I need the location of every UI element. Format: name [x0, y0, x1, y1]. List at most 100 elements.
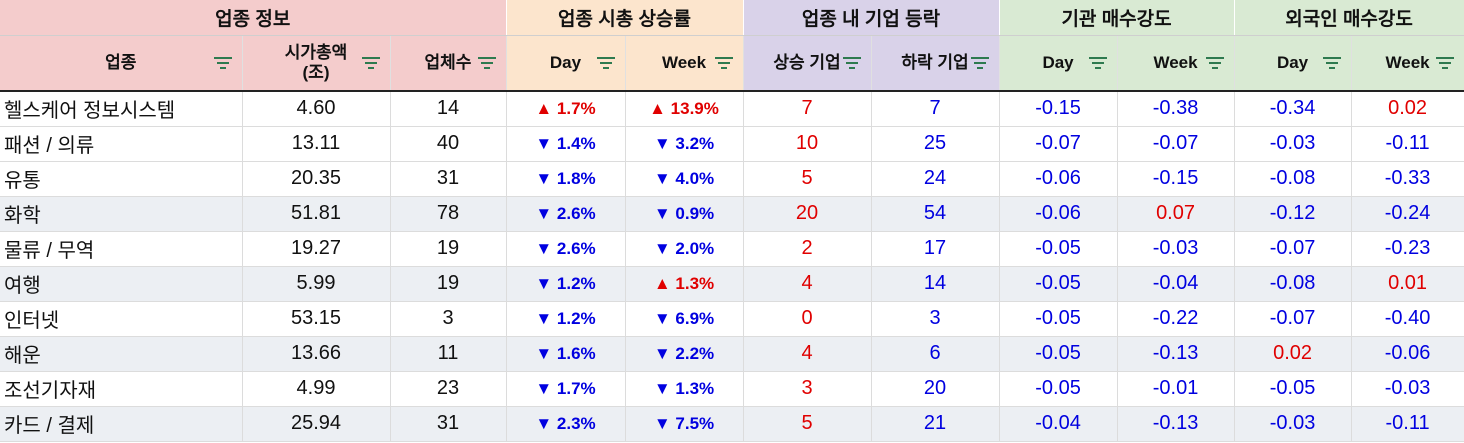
cell-inst-week[interactable]: -0.07	[1117, 126, 1235, 162]
cell-falling[interactable]: 54	[871, 196, 1000, 232]
cell-falling[interactable]: 21	[871, 406, 1000, 442]
cell-cap-week[interactable]: ▼ 2.2%	[625, 336, 744, 372]
cell-for-week[interactable]: -0.11	[1351, 406, 1464, 442]
cell-sector[interactable]: 인터넷	[0, 301, 243, 337]
cell-cap-day[interactable]: ▼ 2.3%	[506, 406, 626, 442]
cell-companies[interactable]: 31	[390, 406, 507, 442]
cell-companies[interactable]: 19	[390, 266, 507, 302]
filter-icon[interactable]	[970, 56, 989, 71]
filter-icon[interactable]	[714, 56, 733, 71]
cell-for-week[interactable]: 0.02	[1351, 91, 1464, 127]
cell-market-cap[interactable]: 19.27	[242, 231, 391, 267]
cell-cap-day[interactable]: ▲ 1.7%	[506, 91, 626, 127]
cell-cap-day[interactable]: ▼ 1.2%	[506, 266, 626, 302]
column-header-rising[interactable]: 상승 기업	[743, 35, 872, 92]
column-header-sector[interactable]: 업종	[0, 35, 243, 92]
cell-inst-day[interactable]: -0.05	[999, 336, 1118, 372]
cell-sector[interactable]: 여행	[0, 266, 243, 302]
cell-rising[interactable]: 5	[743, 406, 872, 442]
cell-for-day[interactable]: -0.07	[1234, 231, 1352, 267]
cell-falling[interactable]: 3	[871, 301, 1000, 337]
cell-companies[interactable]: 40	[390, 126, 507, 162]
cell-cap-week[interactable]: ▲ 1.3%	[625, 266, 744, 302]
cell-falling[interactable]: 7	[871, 91, 1000, 127]
cell-sector[interactable]: 해운	[0, 336, 243, 372]
cell-cap-day[interactable]: ▼ 1.4%	[506, 126, 626, 162]
cell-cap-week[interactable]: ▼ 6.9%	[625, 301, 744, 337]
cell-rising[interactable]: 0	[743, 301, 872, 337]
cell-falling[interactable]: 14	[871, 266, 1000, 302]
cell-for-week[interactable]: -0.24	[1351, 196, 1464, 232]
cell-cap-day[interactable]: ▼ 2.6%	[506, 196, 626, 232]
cell-falling[interactable]: 17	[871, 231, 1000, 267]
cell-companies[interactable]: 3	[390, 301, 507, 337]
cell-inst-day[interactable]: -0.06	[999, 161, 1118, 197]
cell-for-week[interactable]: -0.40	[1351, 301, 1464, 337]
cell-market-cap[interactable]: 51.81	[242, 196, 391, 232]
cell-cap-day[interactable]: ▼ 2.6%	[506, 231, 626, 267]
cell-falling[interactable]: 20	[871, 371, 1000, 407]
cell-market-cap[interactable]: 53.15	[242, 301, 391, 337]
cell-cap-week[interactable]: ▼ 7.5%	[625, 406, 744, 442]
cell-for-week[interactable]: 0.01	[1351, 266, 1464, 302]
cell-for-week[interactable]: -0.03	[1351, 371, 1464, 407]
cell-for-day[interactable]: 0.02	[1234, 336, 1352, 372]
cell-rising[interactable]: 4	[743, 266, 872, 302]
cell-cap-day[interactable]: ▼ 1.8%	[506, 161, 626, 197]
cell-sector[interactable]: 헬스케어 정보시스템	[0, 91, 243, 127]
column-header-cap-week[interactable]: Week	[625, 35, 744, 92]
cell-rising[interactable]: 3	[743, 371, 872, 407]
cell-cap-day[interactable]: ▼ 1.7%	[506, 371, 626, 407]
cell-sector[interactable]: 유통	[0, 161, 243, 197]
column-header-companies[interactable]: 업체수	[390, 35, 507, 92]
cell-companies[interactable]: 14	[390, 91, 507, 127]
cell-sector[interactable]: 조선기자재	[0, 371, 243, 407]
cell-companies[interactable]: 78	[390, 196, 507, 232]
cell-for-day[interactable]: -0.05	[1234, 371, 1352, 407]
cell-cap-week[interactable]: ▼ 2.0%	[625, 231, 744, 267]
cell-cap-week[interactable]: ▲ 13.9%	[625, 91, 744, 127]
cell-for-day[interactable]: -0.34	[1234, 91, 1352, 127]
cell-sector[interactable]: 카드 / 결제	[0, 406, 243, 442]
cell-inst-day[interactable]: -0.05	[999, 301, 1118, 337]
cell-market-cap[interactable]: 4.60	[242, 91, 391, 127]
cell-rising[interactable]: 20	[743, 196, 872, 232]
column-header-for-day[interactable]: Day	[1234, 35, 1352, 92]
cell-market-cap[interactable]: 5.99	[242, 266, 391, 302]
cell-market-cap[interactable]: 25.94	[242, 406, 391, 442]
cell-rising[interactable]: 10	[743, 126, 872, 162]
cell-for-week[interactable]: -0.11	[1351, 126, 1464, 162]
cell-cap-day[interactable]: ▼ 1.6%	[506, 336, 626, 372]
cell-for-day[interactable]: -0.07	[1234, 301, 1352, 337]
column-header-inst-day[interactable]: Day	[999, 35, 1118, 92]
cell-for-day[interactable]: -0.03	[1234, 406, 1352, 442]
cell-companies[interactable]: 31	[390, 161, 507, 197]
filter-icon[interactable]	[213, 56, 232, 71]
cell-falling[interactable]: 6	[871, 336, 1000, 372]
cell-cap-week[interactable]: ▼ 1.3%	[625, 371, 744, 407]
filter-icon[interactable]	[1435, 56, 1454, 71]
cell-inst-day[interactable]: -0.15	[999, 91, 1118, 127]
cell-rising[interactable]: 7	[743, 91, 872, 127]
filter-icon[interactable]	[842, 56, 861, 71]
column-header-market-cap[interactable]: 시가총액 (조)	[242, 35, 391, 92]
filter-icon[interactable]	[1322, 56, 1341, 71]
cell-companies[interactable]: 19	[390, 231, 507, 267]
cell-inst-day[interactable]: -0.07	[999, 126, 1118, 162]
cell-rising[interactable]: 5	[743, 161, 872, 197]
cell-for-week[interactable]: -0.33	[1351, 161, 1464, 197]
cell-inst-day[interactable]: -0.06	[999, 196, 1118, 232]
cell-rising[interactable]: 4	[743, 336, 872, 372]
cell-for-day[interactable]: -0.08	[1234, 266, 1352, 302]
cell-for-week[interactable]: -0.23	[1351, 231, 1464, 267]
cell-falling[interactable]: 25	[871, 126, 1000, 162]
cell-companies[interactable]: 11	[390, 336, 507, 372]
cell-cap-week[interactable]: ▼ 3.2%	[625, 126, 744, 162]
cell-falling[interactable]: 24	[871, 161, 1000, 197]
filter-icon[interactable]	[361, 56, 380, 71]
cell-for-day[interactable]: -0.03	[1234, 126, 1352, 162]
cell-sector[interactable]: 물류 / 무역	[0, 231, 243, 267]
cell-cap-week[interactable]: ▼ 0.9%	[625, 196, 744, 232]
cell-inst-day[interactable]: -0.05	[999, 371, 1118, 407]
cell-companies[interactable]: 23	[390, 371, 507, 407]
